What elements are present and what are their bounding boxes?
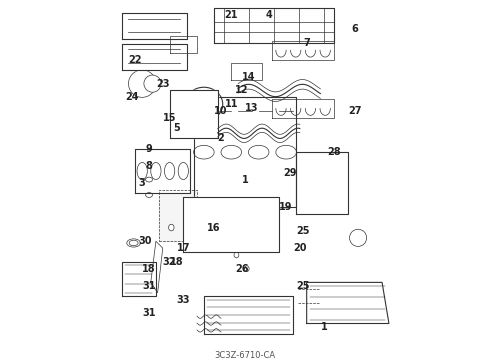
Text: 33: 33 xyxy=(176,294,190,305)
Polygon shape xyxy=(151,241,163,293)
Ellipse shape xyxy=(248,145,269,159)
Ellipse shape xyxy=(185,87,223,121)
Text: 4: 4 xyxy=(266,10,272,20)
Polygon shape xyxy=(122,13,187,39)
Text: 1: 1 xyxy=(242,175,248,185)
Ellipse shape xyxy=(227,235,232,240)
Ellipse shape xyxy=(165,162,175,180)
Text: 32: 32 xyxy=(163,257,176,267)
Text: 14: 14 xyxy=(242,72,255,82)
Text: 31: 31 xyxy=(142,308,156,318)
Polygon shape xyxy=(170,36,197,53)
Ellipse shape xyxy=(146,193,152,197)
Text: 28: 28 xyxy=(327,147,341,157)
Text: 22: 22 xyxy=(128,55,142,65)
Text: 1: 1 xyxy=(320,322,327,332)
Ellipse shape xyxy=(151,162,161,180)
Text: 12: 12 xyxy=(235,85,248,95)
Polygon shape xyxy=(194,97,296,207)
Text: 16: 16 xyxy=(207,222,221,233)
Polygon shape xyxy=(183,197,279,252)
Text: 9: 9 xyxy=(146,144,152,154)
Ellipse shape xyxy=(218,229,224,236)
Text: 6: 6 xyxy=(351,24,358,34)
Polygon shape xyxy=(122,262,156,296)
Text: 10: 10 xyxy=(214,106,228,116)
Ellipse shape xyxy=(243,235,247,241)
Text: 24: 24 xyxy=(125,92,139,102)
Ellipse shape xyxy=(137,162,147,180)
Polygon shape xyxy=(122,44,187,70)
Polygon shape xyxy=(296,152,348,214)
Ellipse shape xyxy=(127,239,141,247)
Ellipse shape xyxy=(178,162,189,180)
Ellipse shape xyxy=(185,219,202,229)
Text: 30: 30 xyxy=(139,236,152,246)
Polygon shape xyxy=(159,190,197,241)
Text: 25: 25 xyxy=(296,226,310,236)
Text: 15: 15 xyxy=(163,113,176,123)
Text: 19: 19 xyxy=(279,202,293,212)
Text: 18: 18 xyxy=(170,257,183,267)
Text: 17: 17 xyxy=(176,243,190,253)
Ellipse shape xyxy=(146,177,152,182)
Polygon shape xyxy=(214,8,334,42)
Ellipse shape xyxy=(260,219,277,229)
Polygon shape xyxy=(170,90,218,139)
Text: 18: 18 xyxy=(142,264,156,274)
Text: 27: 27 xyxy=(348,106,362,116)
Text: 21: 21 xyxy=(224,10,238,20)
Polygon shape xyxy=(204,296,293,334)
Ellipse shape xyxy=(144,75,161,92)
Ellipse shape xyxy=(194,145,214,159)
Text: 31: 31 xyxy=(142,281,156,291)
Ellipse shape xyxy=(349,229,367,246)
Text: 20: 20 xyxy=(293,243,307,253)
Text: 3: 3 xyxy=(139,178,146,188)
Ellipse shape xyxy=(276,145,296,159)
Ellipse shape xyxy=(129,240,138,246)
Ellipse shape xyxy=(169,224,174,231)
Text: 3C3Z-6710-CA: 3C3Z-6710-CA xyxy=(215,351,275,360)
Text: 26: 26 xyxy=(235,264,248,274)
Text: 7: 7 xyxy=(303,37,310,48)
Text: 23: 23 xyxy=(156,78,170,89)
Text: 29: 29 xyxy=(283,168,296,178)
Ellipse shape xyxy=(235,219,252,229)
Text: 13: 13 xyxy=(245,103,259,113)
Polygon shape xyxy=(307,282,389,324)
Polygon shape xyxy=(272,41,334,60)
Ellipse shape xyxy=(210,219,227,229)
Ellipse shape xyxy=(234,252,239,258)
Ellipse shape xyxy=(221,145,242,159)
Polygon shape xyxy=(272,99,334,118)
Text: 25: 25 xyxy=(296,281,310,291)
Text: 11: 11 xyxy=(224,99,238,109)
Text: 5: 5 xyxy=(173,123,180,133)
Polygon shape xyxy=(135,149,190,193)
Ellipse shape xyxy=(128,70,156,97)
Polygon shape xyxy=(231,63,262,80)
Text: 2: 2 xyxy=(218,134,224,144)
Ellipse shape xyxy=(193,95,215,114)
Text: 8: 8 xyxy=(146,161,152,171)
Ellipse shape xyxy=(245,266,249,271)
